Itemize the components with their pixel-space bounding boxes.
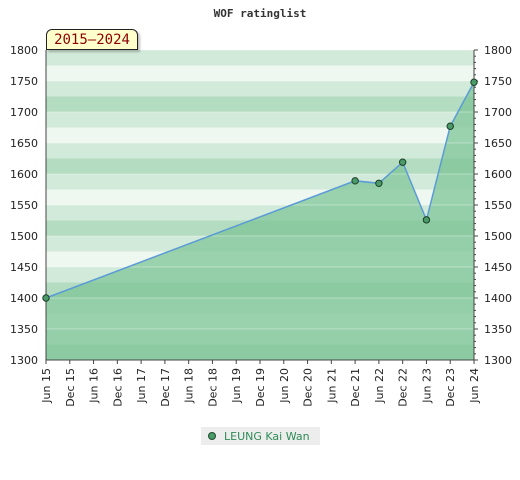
band xyxy=(46,96,474,112)
x-tick-label: Jun 18 xyxy=(183,368,196,404)
band xyxy=(46,65,474,81)
y-tick-label-right: 1600 xyxy=(484,168,512,181)
y-tick-label-left: 1300 xyxy=(10,354,38,367)
y-tick-label-right: 1350 xyxy=(484,323,512,336)
data-point xyxy=(422,216,431,224)
x-tick-label: Dec 17 xyxy=(159,368,172,407)
y-tick-label-right: 1800 xyxy=(484,44,512,57)
series-area xyxy=(46,82,474,361)
data-point xyxy=(446,122,454,130)
y-tick-label-left: 1500 xyxy=(10,230,38,243)
y-tick-label-right: 1650 xyxy=(484,137,512,150)
y-tick-label-left: 1450 xyxy=(10,261,38,274)
y-tick-label-right: 1750 xyxy=(484,75,512,88)
data-point xyxy=(470,78,478,86)
y-tick-label-left: 1600 xyxy=(10,168,38,181)
data-point xyxy=(398,158,407,166)
band xyxy=(46,50,474,66)
y-tick-label-right: 1300 xyxy=(484,354,512,367)
x-tick-label: Dec 22 xyxy=(397,368,410,407)
y-tick-label-left: 1800 xyxy=(10,44,38,57)
x-tick-label: Jun 19 xyxy=(230,368,243,404)
legend[interactable]: LEUNG Kai Wan xyxy=(201,427,320,445)
band xyxy=(46,112,474,128)
band xyxy=(46,81,474,97)
band xyxy=(46,158,474,174)
y-tick-label-right: 1700 xyxy=(484,106,512,119)
x-tick-label: Jun 20 xyxy=(278,368,291,404)
y-tick-label-right: 1400 xyxy=(484,292,512,305)
y-tick-label-left: 1700 xyxy=(10,106,38,119)
date-range-badge: 2015–2024 xyxy=(46,29,138,50)
x-tick-label: Jun 23 xyxy=(420,368,433,404)
legend-marker-icon xyxy=(208,432,216,440)
y-tick-label-left: 1400 xyxy=(10,292,38,305)
data-point xyxy=(375,179,383,188)
x-tick-label: Jun 16 xyxy=(88,368,101,404)
band xyxy=(46,143,474,159)
y-tick-label-left: 1750 xyxy=(10,75,38,88)
y-tick-label-right: 1550 xyxy=(484,199,512,212)
x-tick-label: Jun 24 xyxy=(468,368,481,404)
y-tick-label-right: 1500 xyxy=(484,230,512,243)
data-point xyxy=(42,294,50,302)
x-tick-label: Jun 15 xyxy=(40,368,53,404)
marker-layer xyxy=(42,78,478,302)
band xyxy=(46,127,474,143)
x-tick-label: Dec 18 xyxy=(206,368,219,407)
y-tick-label-left: 1650 xyxy=(10,137,38,150)
grid-layer xyxy=(46,49,474,361)
x-tick-label: Dec 21 xyxy=(349,368,362,407)
axis-layer: 1300 1300 1350 1350 1400 1400 1450 1450 1500 1500… xyxy=(10,44,512,407)
y-tick-label-right: 1450 xyxy=(484,261,512,274)
y-tick-label-left: 1550 xyxy=(10,199,38,212)
chart-title: WOF ratinglist xyxy=(214,7,307,20)
data-point xyxy=(351,177,359,185)
x-tick-label: Jun 22 xyxy=(373,368,386,404)
area-layer xyxy=(46,82,474,361)
x-tick-label: Jun 17 xyxy=(135,368,148,404)
x-tick-label: Dec 23 xyxy=(444,368,457,407)
x-tick-label: Dec 15 xyxy=(64,368,77,407)
x-tick-label: Jun 21 xyxy=(325,368,338,404)
x-tick-label: Dec 20 xyxy=(302,368,315,407)
x-tick-label: Dec 19 xyxy=(254,368,267,407)
y-tick-label-left: 1350 xyxy=(10,323,38,336)
x-tick-label: Dec 16 xyxy=(111,368,124,407)
legend-label: LEUNG Kai Wan xyxy=(224,429,310,443)
